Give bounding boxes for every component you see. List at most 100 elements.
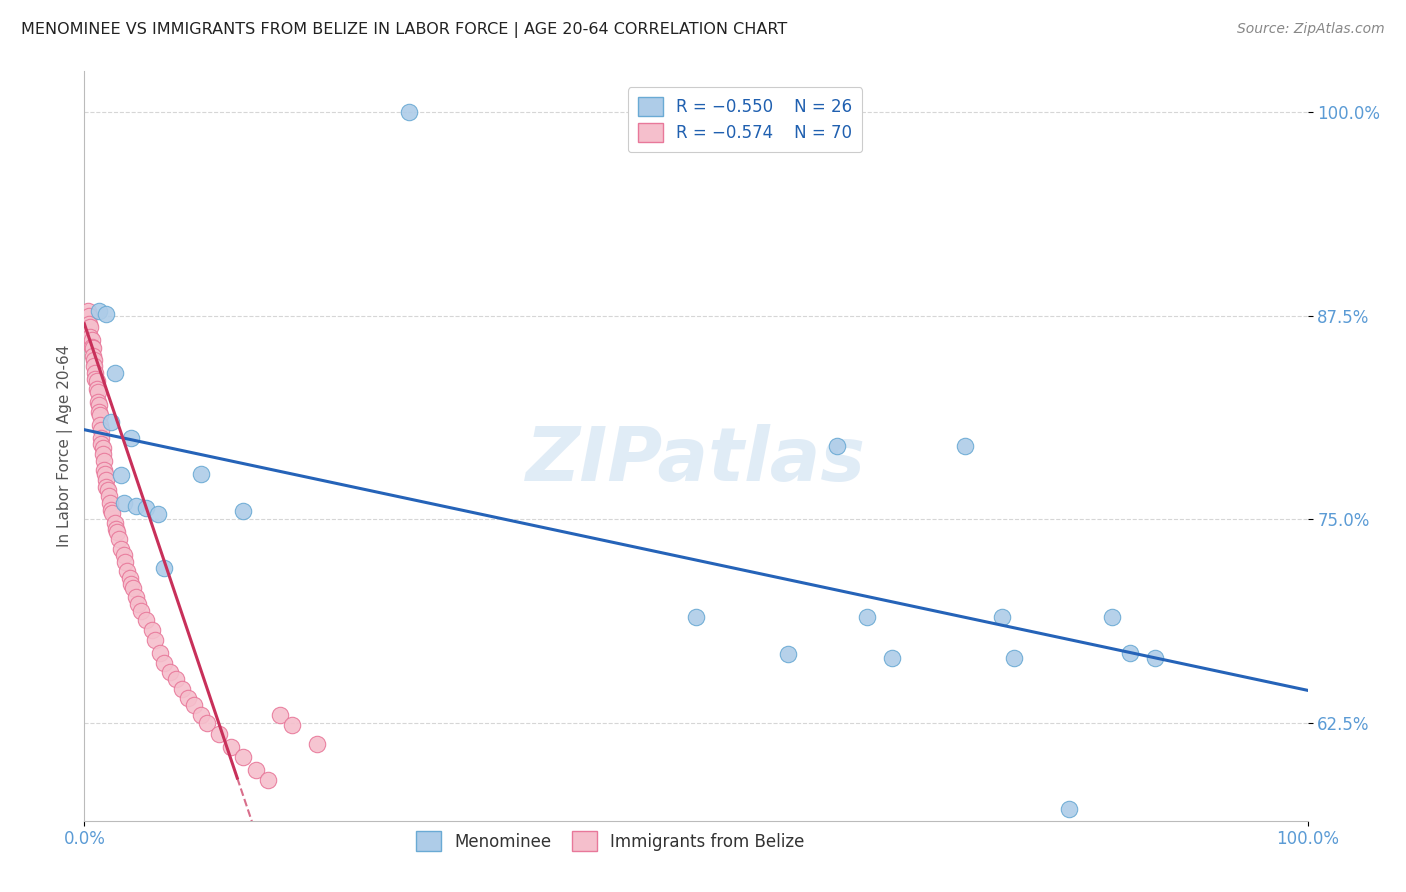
Point bbox=[165, 672, 187, 686]
Point bbox=[125, 591, 148, 605]
Point bbox=[87, 405, 110, 419]
Point bbox=[112, 496, 135, 510]
Point bbox=[281, 717, 304, 731]
Point bbox=[94, 467, 117, 481]
Point bbox=[149, 646, 172, 660]
Point bbox=[87, 303, 110, 318]
Point bbox=[84, 372, 107, 386]
Point bbox=[105, 525, 128, 540]
Point bbox=[101, 506, 124, 520]
Point bbox=[86, 374, 108, 388]
Point bbox=[856, 610, 879, 624]
Point bbox=[105, 522, 128, 536]
Point bbox=[79, 330, 101, 344]
Point bbox=[96, 473, 118, 487]
Point bbox=[83, 352, 105, 367]
Point bbox=[97, 490, 120, 504]
Point bbox=[87, 385, 110, 400]
Text: ZIPatlas: ZIPatlas bbox=[526, 425, 866, 498]
Point bbox=[97, 483, 120, 497]
Point bbox=[120, 431, 142, 445]
Point bbox=[190, 467, 212, 481]
Point bbox=[135, 613, 157, 627]
Point bbox=[90, 431, 112, 445]
Point bbox=[880, 650, 903, 665]
Point bbox=[127, 597, 149, 611]
Point bbox=[1057, 802, 1080, 816]
Point bbox=[135, 500, 157, 515]
Point bbox=[96, 480, 118, 494]
Point bbox=[953, 439, 976, 453]
Point bbox=[110, 541, 132, 556]
Point bbox=[208, 727, 231, 741]
Point bbox=[79, 320, 101, 334]
Point bbox=[77, 309, 100, 323]
Point bbox=[80, 340, 103, 354]
Point bbox=[219, 740, 242, 755]
Point bbox=[129, 603, 152, 617]
Point bbox=[1101, 610, 1123, 624]
Point bbox=[245, 763, 267, 777]
Point bbox=[825, 439, 848, 453]
Point bbox=[398, 105, 420, 120]
Point bbox=[114, 555, 136, 569]
Point bbox=[776, 648, 799, 662]
Point bbox=[86, 382, 108, 396]
Text: MENOMINEE VS IMMIGRANTS FROM BELIZE IN LABOR FORCE | AGE 20-64 CORRELATION CHART: MENOMINEE VS IMMIGRANTS FROM BELIZE IN L… bbox=[21, 22, 787, 38]
Point bbox=[125, 500, 148, 514]
Point bbox=[177, 691, 200, 706]
Point bbox=[991, 610, 1014, 624]
Point bbox=[153, 561, 176, 575]
Point bbox=[118, 571, 141, 585]
Point bbox=[98, 496, 121, 510]
Point bbox=[146, 508, 169, 522]
Y-axis label: In Labor Force | Age 20-64: In Labor Force | Age 20-64 bbox=[58, 345, 73, 547]
Point bbox=[104, 516, 127, 530]
Point bbox=[80, 333, 103, 347]
Point bbox=[257, 772, 280, 787]
Point bbox=[232, 504, 254, 518]
Point bbox=[82, 341, 104, 355]
Point bbox=[110, 468, 132, 483]
Point bbox=[195, 715, 218, 730]
Point bbox=[685, 610, 707, 624]
Point bbox=[141, 623, 163, 637]
Point bbox=[90, 423, 112, 437]
Point bbox=[89, 408, 111, 422]
Point bbox=[100, 502, 122, 516]
Point bbox=[87, 395, 110, 409]
Point bbox=[77, 303, 100, 318]
Point bbox=[115, 565, 138, 579]
Point bbox=[90, 437, 112, 451]
Point bbox=[1119, 646, 1142, 660]
Point bbox=[104, 366, 127, 380]
Point bbox=[93, 453, 115, 467]
Point bbox=[91, 441, 114, 455]
Point bbox=[82, 350, 104, 364]
Point bbox=[120, 577, 142, 591]
Point bbox=[190, 707, 212, 722]
Point bbox=[232, 750, 254, 764]
Point bbox=[84, 366, 107, 380]
Point bbox=[87, 398, 110, 412]
Point bbox=[1143, 650, 1166, 665]
Point bbox=[153, 656, 176, 670]
Point bbox=[269, 707, 291, 722]
Point bbox=[122, 581, 145, 595]
Point bbox=[159, 665, 181, 680]
Point bbox=[172, 681, 194, 696]
Legend: Menominee, Immigrants from Belize: Menominee, Immigrants from Belize bbox=[409, 825, 811, 857]
Point bbox=[143, 632, 166, 647]
Point bbox=[305, 737, 328, 751]
Point bbox=[77, 317, 100, 331]
Point bbox=[183, 698, 205, 712]
Point bbox=[89, 417, 111, 432]
Point bbox=[91, 447, 114, 461]
Point bbox=[107, 532, 129, 546]
Point bbox=[93, 463, 115, 477]
Text: Source: ZipAtlas.com: Source: ZipAtlas.com bbox=[1237, 22, 1385, 37]
Point bbox=[96, 307, 118, 321]
Point bbox=[83, 359, 105, 374]
Point bbox=[112, 548, 135, 562]
Point bbox=[1002, 650, 1025, 665]
